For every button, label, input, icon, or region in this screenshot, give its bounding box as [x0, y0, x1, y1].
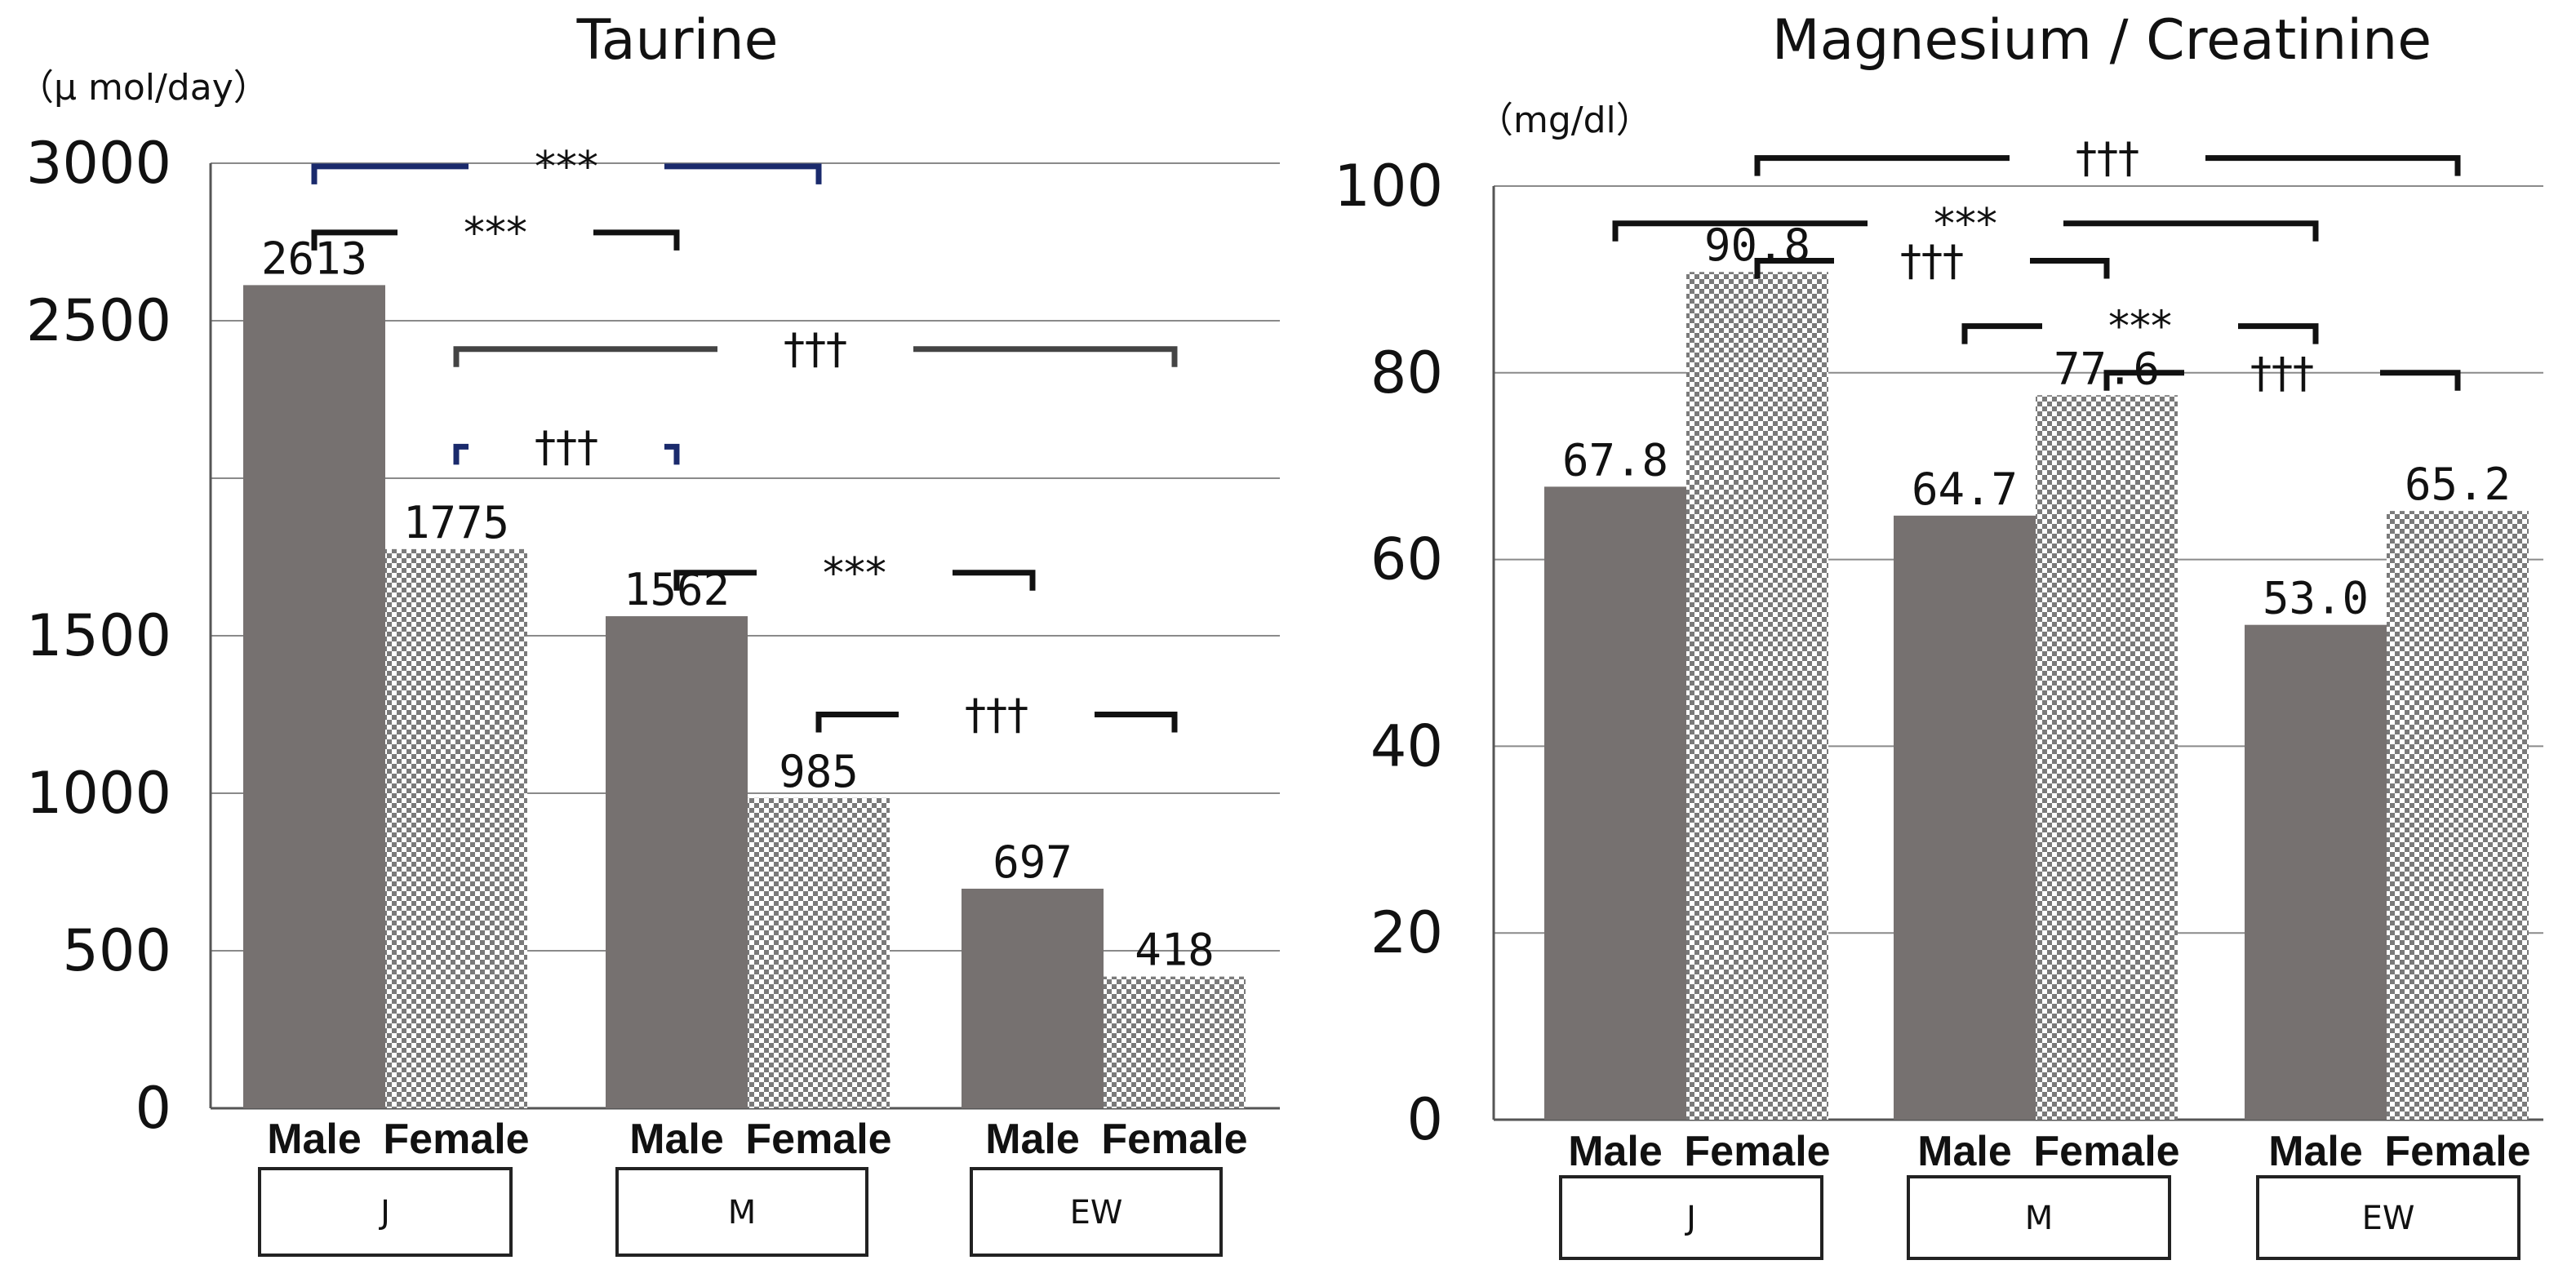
magnesium-value-label-m-male: 64.7 [1912, 464, 2018, 515]
magnesium-group-box-j [1559, 1175, 1823, 1260]
taurine-bar-ew-female [1104, 976, 1246, 1108]
magnesium-sig-bracket-right-0 [2205, 155, 2461, 176]
taurine-y-tick-label: 0 [135, 1075, 171, 1142]
magnesium-y-tick-label: 20 [1370, 899, 1443, 966]
taurine-y-unit: （μ mol/day） [18, 67, 269, 109]
magnesium-sig-bracket-right-2 [2030, 258, 2110, 279]
taurine-group-label-ew: EW [1070, 1194, 1123, 1231]
magnesium-bar-ew-female [2387, 511, 2529, 1120]
taurine-x-label-m-female: Female [745, 1116, 891, 1163]
taurine-y-tick-label: 3000 [26, 130, 171, 197]
taurine-y-tick-label: 1500 [26, 602, 171, 669]
taurine-sig-label-1: *** [464, 209, 527, 258]
magnesium-x-label-m-male: Male [1917, 1128, 2012, 1175]
taurine-sig-bracket-right-3 [664, 443, 680, 465]
taurine-sig-bracket-right-0 [664, 163, 822, 184]
taurine-group-box-j [258, 1167, 513, 1257]
taurine-group-label-m: M [728, 1194, 757, 1231]
taurine-sig-label-2: ††† [784, 326, 847, 375]
magnesium-bar-j-female [1686, 272, 1828, 1120]
taurine-group-box-ew [970, 1167, 1223, 1257]
magnesium-group-box-m [1907, 1175, 2171, 1260]
magnesium-x-label-ew-female: Female [2384, 1128, 2530, 1175]
taurine-sig-label-3: ††† [535, 423, 598, 472]
taurine-sig-bracket-right-4 [953, 570, 1036, 591]
taurine-bar-j-female [385, 548, 527, 1108]
magnesium-chart-title: Magnesium / Creatinine [1772, 8, 2432, 73]
magnesium-bar-m-male [1894, 515, 2036, 1120]
taurine-bar-m-male [606, 616, 748, 1108]
taurine-sig-label-5: ††† [965, 691, 1028, 740]
magnesium-x-label-j-male: Male [1568, 1128, 1663, 1175]
taurine-value-label-ew-female: 418 [1135, 925, 1215, 976]
taurine-sig-bracket-left-0 [311, 163, 469, 184]
taurine-bar-ew-male [962, 888, 1104, 1108]
taurine-y-tick-label: 2500 [26, 287, 171, 354]
magnesium-group-label-ew: EW [2362, 1200, 2415, 1237]
taurine-group-box-m [615, 1167, 868, 1257]
magnesium-sig-bracket-left-1 [1612, 220, 1868, 242]
magnesium-x-label-j-female: Female [1684, 1128, 1830, 1175]
taurine-chart: 050010001500250030002613Male1775Female15… [26, 130, 1280, 1257]
magnesium-group-label-m: M [2025, 1200, 2054, 1237]
magnesium-bar-j-male [1544, 486, 1686, 1120]
taurine-bar-m-female [748, 797, 890, 1108]
magnesium-y-tick-label: 40 [1370, 712, 1443, 779]
magnesium-y-tick-label: 0 [1406, 1086, 1443, 1153]
magnesium-group-label-j: J [1684, 1200, 1696, 1237]
magnesium-x-label-m-female: Female [2033, 1128, 2179, 1175]
taurine-sig-label-0: *** [535, 143, 598, 192]
taurine-sig-bracket-left-5 [815, 712, 899, 733]
taurine-sig-bracket-left-1 [311, 229, 398, 251]
magnesium-sig-bracket-right-3 [2238, 323, 2319, 344]
magnesium-sig-label-0: ††† [2076, 135, 2139, 184]
taurine-sig-label-4: *** [823, 549, 886, 598]
magnesium-sig-bracket-left-0 [1754, 155, 2010, 176]
taurine-sig-bracket-right-1 [593, 229, 680, 251]
magnesium-x-label-ew-male: Male [2268, 1128, 2363, 1175]
magnesium-sig-bracket-right-1 [2063, 220, 2319, 242]
taurine-value-label-ew-male: 697 [993, 836, 1073, 888]
magnesium-value-label-ew-male: 53.0 [2263, 573, 2369, 624]
magnesium-sig-bracket-left-2 [1754, 258, 1834, 279]
taurine-x-label-ew-male: Male [985, 1116, 1080, 1163]
magnesium-value-label-ew-female: 65.2 [2405, 459, 2511, 510]
magnesium-sig-label-2: ††† [1900, 237, 1964, 286]
taurine-x-label-ew-female: Female [1101, 1116, 1247, 1163]
magnesium-sig-label-1: *** [1934, 200, 1997, 249]
magnesium-sig-bracket-right-4 [2380, 370, 2461, 391]
magnesium-sig-label-3: *** [2108, 303, 2172, 352]
taurine-group-label-j: J [378, 1194, 390, 1231]
magnesium-sig-label-4: ††† [2250, 349, 2314, 398]
taurine-x-label-m-male: Male [629, 1116, 724, 1163]
taurine-value-label-j-female: 1775 [403, 497, 509, 548]
magnesium-sig-bracket-left-4 [2103, 370, 2184, 391]
taurine-value-label-m-female: 985 [779, 746, 859, 797]
taurine-sig-bracket-left-2 [453, 346, 717, 367]
taurine-x-label-j-male: Male [267, 1116, 362, 1163]
magnesium-y-tick-label: 80 [1370, 339, 1443, 406]
taurine-sig-bracket-left-3 [453, 443, 469, 465]
magnesium-value-label-j-male: 67.8 [1562, 434, 1668, 486]
taurine-x-label-j-female: Female [383, 1116, 529, 1163]
magnesium-group-box-ew [2256, 1175, 2520, 1260]
taurine-y-tick-label: 1000 [26, 760, 171, 827]
magnesium-chart: 02040608010067.8Male90.8Female64.7Male77… [1334, 135, 2543, 1260]
taurine-sig-bracket-left-4 [673, 570, 757, 591]
magnesium-y-unit: （mg/dl） [1477, 100, 1652, 141]
magnesium-sig-bracket-left-3 [1961, 323, 2042, 344]
magnesium-y-tick-label: 60 [1370, 526, 1443, 593]
magnesium-bar-m-female [2036, 395, 2178, 1120]
taurine-y-tick-label: 500 [62, 917, 171, 984]
magnesium-y-tick-label: 100 [1334, 153, 1443, 220]
magnesium-bar-ew-male [2245, 624, 2387, 1120]
taurine-bar-j-male [243, 285, 385, 1109]
taurine-sig-bracket-right-2 [913, 346, 1178, 367]
taurine-sig-bracket-right-5 [1095, 712, 1178, 733]
taurine-chart-title: Taurine [576, 8, 779, 73]
